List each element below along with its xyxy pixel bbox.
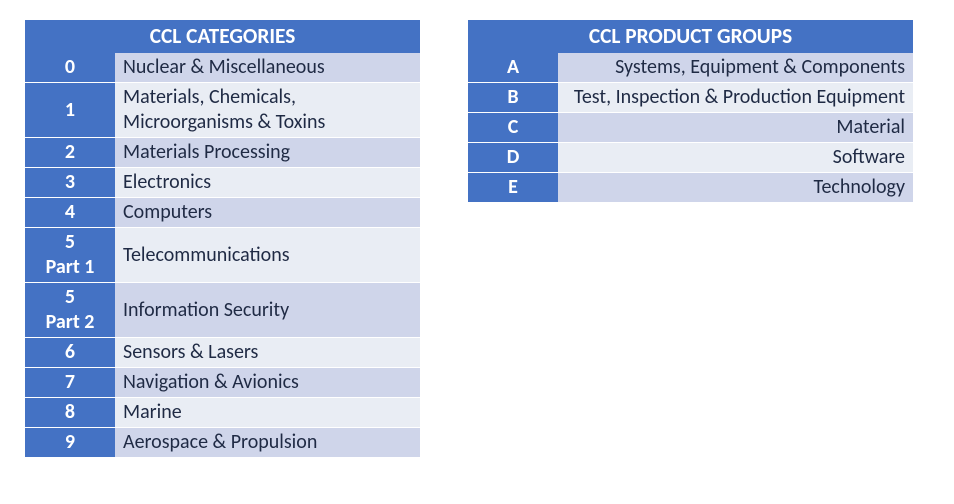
table-row: ETechnology: [468, 173, 913, 203]
row-desc: Marine: [115, 398, 420, 428]
row-desc: Materials, Chemicals, Microorganisms & T…: [115, 83, 420, 138]
groups-body: ASystems, Equipment & ComponentsBTest, I…: [468, 53, 913, 202]
row-code: 8: [25, 398, 115, 428]
row-code: E: [468, 173, 558, 203]
table-row: 6Sensors & Lasers: [25, 338, 420, 368]
categories-table: CCL CATEGORIES 0Nuclear & Miscellaneous1…: [25, 20, 420, 457]
groups-title: CCL PRODUCT GROUPS: [468, 20, 913, 53]
row-desc: Nuclear & Miscellaneous: [115, 53, 420, 83]
row-desc: Software: [558, 143, 913, 173]
row-desc: Material: [558, 113, 913, 143]
row-desc: Sensors & Lasers: [115, 338, 420, 368]
table-row: 4Computers: [25, 198, 420, 228]
row-code: C: [468, 113, 558, 143]
row-desc: Technology: [558, 173, 913, 203]
row-desc: Materials Processing: [115, 138, 420, 168]
row-code: 5Part 2: [25, 283, 115, 338]
table-row: BTest, Inspection & Production Equipment: [468, 83, 913, 113]
categories-title: CCL CATEGORIES: [25, 20, 420, 53]
row-code: 2: [25, 138, 115, 168]
row-desc: Aerospace & Propulsion: [115, 428, 420, 458]
row-code: 0: [25, 53, 115, 83]
row-code: A: [468, 53, 558, 83]
table-row: 7Navigation & Avionics: [25, 368, 420, 398]
table-row: 5Part 2Information Security: [25, 283, 420, 338]
row-desc: Navigation & Avionics: [115, 368, 420, 398]
groups-table: CCL PRODUCT GROUPS ASystems, Equipment &…: [468, 20, 913, 202]
row-desc: Telecommunications: [115, 228, 420, 283]
row-code: 3: [25, 168, 115, 198]
row-code: 6: [25, 338, 115, 368]
table-row: 1Materials, Chemicals, Microorganisms & …: [25, 83, 420, 138]
row-desc: Electronics: [115, 168, 420, 198]
table-row: ASystems, Equipment & Components: [468, 53, 913, 83]
row-code: 7: [25, 368, 115, 398]
table-row: 3Electronics: [25, 168, 420, 198]
row-desc: Computers: [115, 198, 420, 228]
row-code: 1: [25, 83, 115, 138]
row-desc: Test, Inspection & Production Equipment: [558, 83, 913, 113]
table-row: 8Marine: [25, 398, 420, 428]
table-row: 2Materials Processing: [25, 138, 420, 168]
row-code: 4: [25, 198, 115, 228]
row-desc: Systems, Equipment & Components: [558, 53, 913, 83]
table-row: 0Nuclear & Miscellaneous: [25, 53, 420, 83]
page: CCL CATEGORIES 0Nuclear & Miscellaneous1…: [0, 0, 954, 504]
row-desc: Information Security: [115, 283, 420, 338]
table-row: 5Part 1Telecommunications: [25, 228, 420, 283]
table-row: 9Aerospace & Propulsion: [25, 428, 420, 458]
row-code: 9: [25, 428, 115, 458]
row-code: 5Part 1: [25, 228, 115, 283]
table-row: DSoftware: [468, 143, 913, 173]
row-code: B: [468, 83, 558, 113]
categories-body: 0Nuclear & Miscellaneous1Materials, Chem…: [25, 53, 420, 457]
row-code: D: [468, 143, 558, 173]
table-row: CMaterial: [468, 113, 913, 143]
